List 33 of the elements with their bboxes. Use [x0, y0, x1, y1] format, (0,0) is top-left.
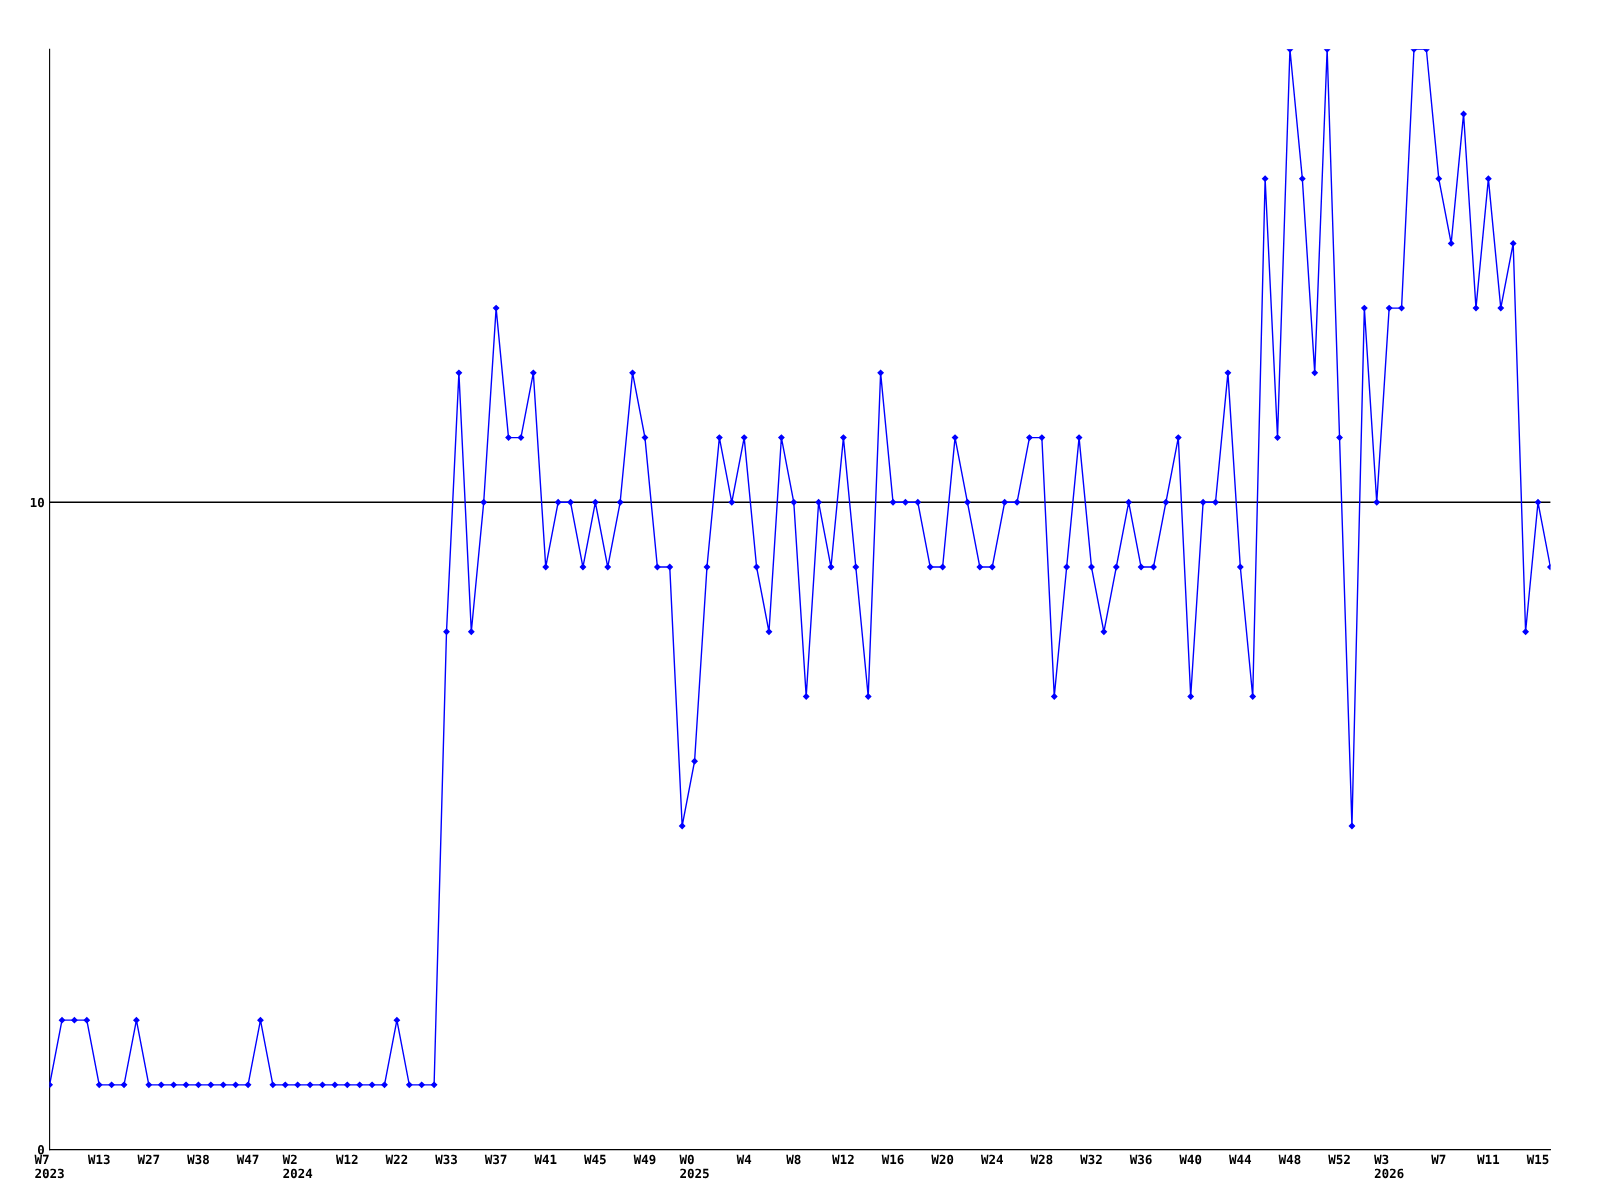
x-tick-label: W22: [385, 1154, 408, 1164]
x-tick-label: W33: [435, 1154, 457, 1165]
x-tick-label: W38: [187, 1154, 209, 1165]
x-tick-label: W7 2023: [34, 1154, 64, 1179]
x-tick-label: W12: [335, 1154, 358, 1164]
y-tick-label: 10: [30, 497, 44, 508]
y-tick-label: 0: [37, 1145, 44, 1155]
x-tick-label: W47: [236, 1154, 259, 1164]
x-tick-label: W15: [1526, 1154, 1549, 1165]
x-tick-label: W45: [584, 1154, 606, 1165]
x-tick-label: W48: [1278, 1154, 1301, 1165]
x-tick-label: W24: [980, 1154, 1003, 1164]
x-tick-label: W37: [484, 1154, 507, 1165]
x-tick-label: W36: [1129, 1154, 1152, 1165]
x-tick-label: W20: [931, 1154, 954, 1165]
x-tick-label: W11: [1477, 1154, 1500, 1164]
x-tick-label: W7: [1431, 1154, 1446, 1164]
x-tick-label: W27: [137, 1154, 160, 1164]
x-tick-label: W12: [832, 1154, 854, 1164]
x-tick-label: W32: [1080, 1154, 1102, 1165]
x-tick-label: W52: [1328, 1154, 1350, 1165]
x-tick-label: W3 2026: [1374, 1154, 1404, 1179]
x-tick-label: W16: [881, 1154, 904, 1165]
x-tick-label: W28: [1030, 1154, 1053, 1165]
x-tick-label: W41: [534, 1154, 557, 1164]
x-tick-label: W13: [87, 1154, 110, 1165]
x-tick-label: W44: [1229, 1154, 1252, 1164]
x-tick-label: W49: [633, 1154, 656, 1165]
x-tick-label: W40: [1179, 1154, 1202, 1165]
x-tick-label: W4: [736, 1154, 752, 1164]
x-tick-label: W0 2025: [679, 1154, 709, 1179]
x-tick-label: W8: [786, 1154, 801, 1165]
x-tick-label: W2 2024: [282, 1154, 313, 1179]
